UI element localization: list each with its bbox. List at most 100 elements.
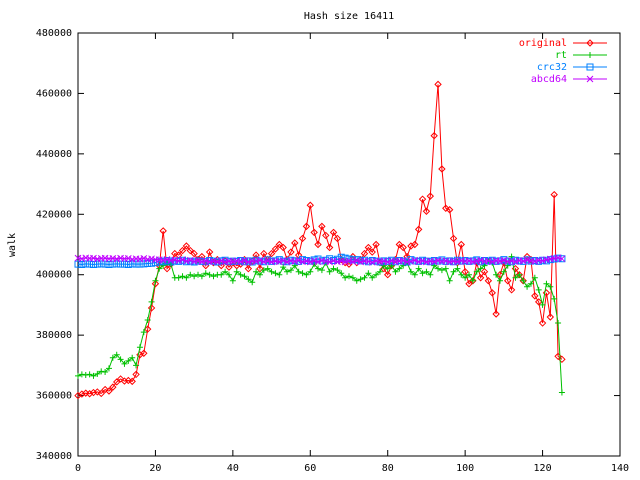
point-marker <box>457 257 465 264</box>
point-marker <box>85 390 94 398</box>
point-marker <box>380 257 388 265</box>
point-marker <box>442 257 450 265</box>
point-marker <box>132 370 140 379</box>
point-marker <box>284 268 291 275</box>
point-marker <box>547 283 554 290</box>
point-marker <box>264 257 272 265</box>
point-marker <box>338 270 345 277</box>
point-marker <box>473 257 481 265</box>
point-marker <box>206 258 213 266</box>
point-marker <box>260 267 267 274</box>
point-marker <box>586 39 594 47</box>
point-marker <box>542 289 551 297</box>
x-tick-label: 120 <box>534 463 552 474</box>
point-marker <box>465 257 473 265</box>
point-marker <box>326 258 333 266</box>
point-marker <box>156 265 163 272</box>
point-marker <box>520 277 527 284</box>
point-marker <box>195 271 202 278</box>
point-marker <box>287 267 294 274</box>
point-marker <box>484 277 493 285</box>
point-marker <box>128 377 136 386</box>
point-marker <box>183 257 190 265</box>
point-marker <box>446 277 453 284</box>
point-marker <box>183 274 190 281</box>
point-marker <box>191 273 198 280</box>
point-marker <box>492 310 500 318</box>
point-marker <box>113 378 121 386</box>
point-marker <box>245 276 252 283</box>
point-marker <box>376 268 383 275</box>
point-marker <box>244 258 252 266</box>
point-marker <box>78 390 86 398</box>
point-marker <box>512 274 519 281</box>
point-marker <box>179 273 186 280</box>
point-marker <box>210 273 217 280</box>
point-marker <box>399 257 407 264</box>
point-marker <box>445 206 454 214</box>
point-marker <box>462 274 469 281</box>
point-marker <box>586 75 594 83</box>
point-marker <box>202 270 209 277</box>
x-tick-label: 140 <box>611 463 629 474</box>
point-marker <box>516 271 523 278</box>
point-marker <box>113 255 121 263</box>
point-marker <box>527 280 534 287</box>
point-marker <box>368 248 376 256</box>
point-marker <box>186 246 194 255</box>
point-marker <box>454 258 461 266</box>
point-marker <box>465 280 473 288</box>
point-marker <box>558 255 566 263</box>
point-marker <box>396 265 403 272</box>
point-marker <box>430 258 438 266</box>
point-marker <box>206 271 213 278</box>
point-marker <box>407 258 415 265</box>
series-line <box>77 254 563 393</box>
point-marker <box>148 298 155 305</box>
point-marker <box>310 257 318 265</box>
point-marker <box>361 274 368 281</box>
point-marker <box>148 255 155 263</box>
point-marker <box>434 80 442 89</box>
point-marker <box>147 304 156 312</box>
point-marker <box>419 257 426 265</box>
point-marker <box>229 277 236 284</box>
point-marker <box>442 204 450 212</box>
point-marker <box>345 257 353 265</box>
y-tick-label: 360000 <box>36 391 72 402</box>
point-marker <box>419 270 426 277</box>
point-marker <box>496 277 503 284</box>
point-marker <box>314 258 322 266</box>
point-marker <box>233 268 240 275</box>
point-marker <box>430 132 438 140</box>
point-marker <box>241 257 248 264</box>
point-marker <box>325 243 334 252</box>
point-marker <box>175 257 183 265</box>
point-marker <box>384 271 392 279</box>
point-marker <box>182 242 191 250</box>
point-marker <box>202 257 210 265</box>
point-marker <box>500 268 507 275</box>
point-marker <box>423 258 430 266</box>
point-marker <box>399 243 407 252</box>
point-marker <box>275 240 284 249</box>
point-marker <box>306 258 314 266</box>
point-marker <box>392 268 399 275</box>
x-tick-label: 40 <box>227 463 239 474</box>
point-marker <box>225 271 232 278</box>
point-marker <box>198 273 205 280</box>
point-marker <box>151 280 160 288</box>
point-marker <box>140 255 148 262</box>
point-marker <box>109 354 116 361</box>
point-marker <box>357 258 364 266</box>
point-marker <box>260 258 268 266</box>
x-tick-label: 0 <box>75 463 81 474</box>
point-marker <box>152 277 159 284</box>
point-marker <box>403 252 411 261</box>
point-marker <box>485 257 492 265</box>
point-marker <box>500 256 508 264</box>
point-marker <box>133 362 140 369</box>
point-marker <box>372 257 380 265</box>
